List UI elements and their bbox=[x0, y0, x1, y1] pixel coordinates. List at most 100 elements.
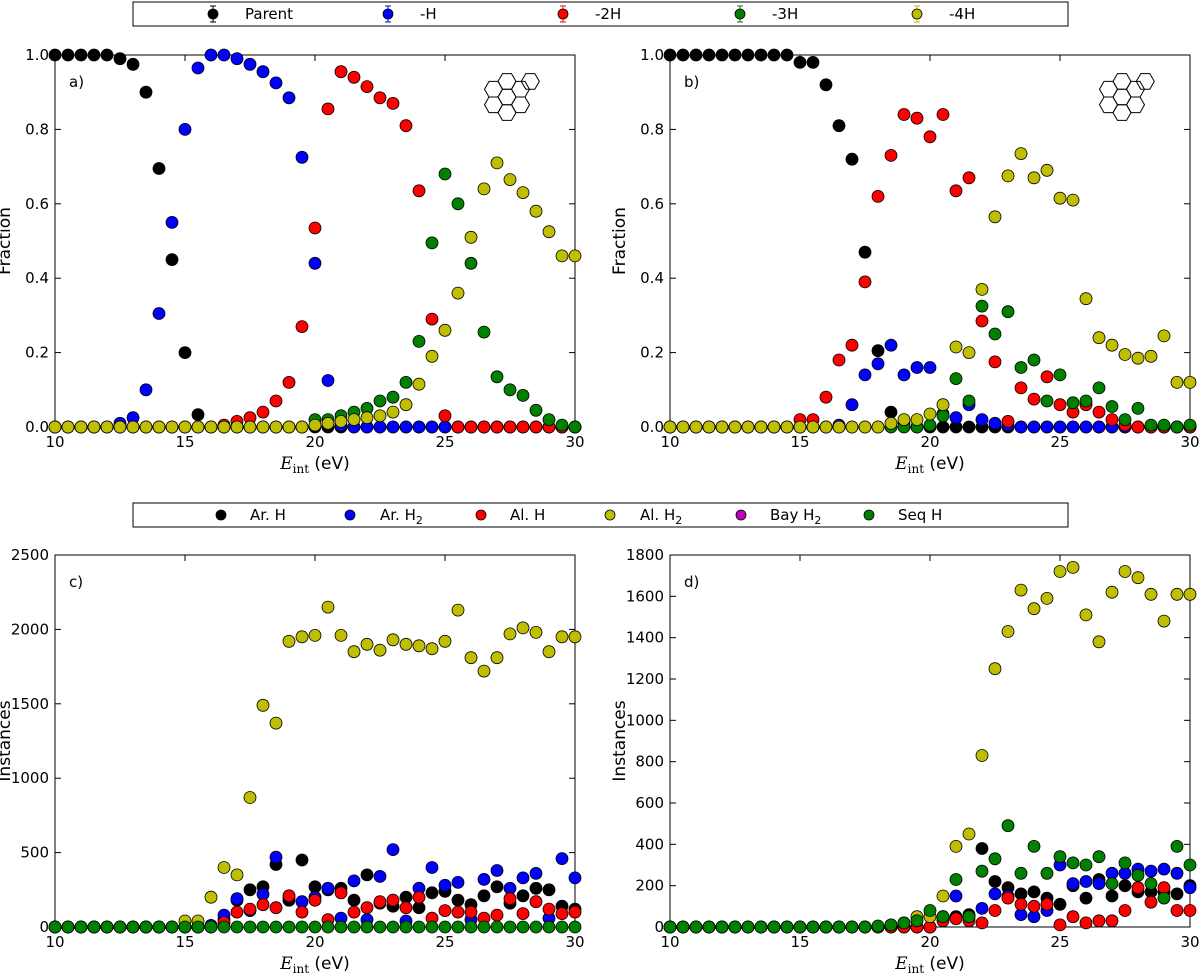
legend-marker bbox=[215, 509, 227, 521]
data-point bbox=[858, 368, 872, 382]
data-point bbox=[1105, 889, 1119, 903]
data-point bbox=[503, 383, 517, 397]
data-point bbox=[962, 171, 976, 185]
data-point bbox=[321, 600, 335, 614]
data-point bbox=[793, 420, 807, 434]
data-point bbox=[767, 920, 781, 934]
data-point bbox=[741, 420, 755, 434]
data-point bbox=[438, 167, 452, 181]
x-axis-label-main: E bbox=[894, 954, 908, 973]
data-point bbox=[1170, 840, 1184, 853]
data-point bbox=[347, 874, 361, 888]
data-point bbox=[529, 867, 543, 880]
legend-label: Al. H2 bbox=[640, 506, 682, 527]
data-point bbox=[360, 411, 374, 425]
data-point bbox=[438, 878, 452, 892]
plot-area bbox=[54, 54, 576, 428]
legend-label-main: Al. H bbox=[640, 506, 675, 524]
data-point bbox=[845, 920, 859, 934]
data-point bbox=[975, 864, 989, 878]
x-axis-label-unit: (eV) bbox=[309, 454, 350, 474]
legend-entry: Parent bbox=[207, 5, 293, 23]
data-point bbox=[871, 919, 885, 933]
data-point bbox=[871, 344, 885, 358]
data-point bbox=[949, 340, 963, 354]
data-point bbox=[1053, 897, 1067, 911]
data-point bbox=[1066, 193, 1080, 207]
data-point bbox=[100, 920, 114, 934]
data-point bbox=[832, 119, 846, 133]
data-point bbox=[282, 375, 296, 389]
data-point bbox=[139, 420, 153, 434]
data-point bbox=[321, 881, 335, 895]
data-point bbox=[819, 420, 833, 434]
legend-label-sub: 2 bbox=[416, 514, 423, 527]
molecule-ring bbox=[1125, 80, 1146, 98]
data-point bbox=[1131, 351, 1145, 365]
y-tick-label: 1800 bbox=[626, 546, 664, 564]
y-tick-label: 0.4 bbox=[640, 269, 664, 287]
data-point bbox=[845, 398, 859, 412]
data-point bbox=[256, 420, 270, 434]
data-point bbox=[321, 102, 335, 116]
data-point bbox=[689, 920, 703, 934]
data-point bbox=[897, 916, 911, 930]
x-axis-label: Eint (eV) bbox=[894, 954, 965, 973]
data-point bbox=[949, 873, 963, 886]
data-point bbox=[347, 905, 361, 919]
x-tick-label: 30 bbox=[1180, 933, 1199, 951]
data-point bbox=[910, 413, 924, 427]
data-point bbox=[282, 634, 296, 648]
data-point bbox=[399, 420, 413, 434]
data-point bbox=[1105, 914, 1119, 928]
data-point bbox=[988, 887, 1002, 901]
x-tick-label: 25 bbox=[1050, 933, 1069, 951]
data-point bbox=[1183, 587, 1197, 601]
x-axis-label-unit: (eV) bbox=[309, 954, 350, 973]
data-point bbox=[1053, 850, 1067, 864]
data-point bbox=[1118, 348, 1132, 361]
data-point bbox=[936, 108, 950, 121]
data-point bbox=[988, 355, 1002, 369]
panel-b: 10 15 20 25 30 0.0 0.2 0.4 0.6 0.8 1.0 Eint (eV) Fra… bbox=[610, 46, 1200, 476]
data-point bbox=[152, 307, 166, 320]
molecule-ring bbox=[510, 80, 531, 98]
data-point bbox=[334, 65, 348, 79]
data-point bbox=[61, 48, 75, 62]
data-point bbox=[230, 868, 244, 882]
panel-label: d) bbox=[684, 573, 699, 591]
data-point bbox=[715, 48, 729, 62]
data-point bbox=[1001, 625, 1015, 638]
data-point bbox=[425, 920, 439, 934]
data-point bbox=[793, 56, 807, 69]
data-point bbox=[113, 920, 127, 934]
data-point bbox=[269, 76, 283, 90]
data-point bbox=[256, 698, 270, 712]
data-point bbox=[1014, 147, 1028, 161]
data-point bbox=[1027, 392, 1041, 406]
data-point bbox=[689, 420, 703, 434]
data-point bbox=[412, 334, 426, 348]
data-point bbox=[308, 418, 322, 432]
data-point bbox=[1183, 375, 1197, 389]
data-point bbox=[754, 48, 768, 62]
data-point bbox=[1066, 561, 1080, 574]
x-axis-label: Eint (eV) bbox=[894, 454, 965, 476]
data-point bbox=[490, 420, 504, 434]
data-point bbox=[425, 642, 439, 656]
data-point bbox=[438, 920, 452, 934]
data-point bbox=[728, 48, 742, 62]
data-point bbox=[975, 413, 989, 427]
data-point bbox=[1105, 338, 1119, 352]
data-point bbox=[308, 221, 322, 235]
y-tick-label: 0.0 bbox=[640, 418, 664, 436]
data-point bbox=[832, 420, 846, 434]
data-point bbox=[897, 108, 911, 121]
data-point bbox=[243, 920, 257, 934]
panel-label: c) bbox=[69, 573, 83, 591]
legend-marker bbox=[604, 509, 616, 521]
data-point bbox=[1053, 918, 1067, 932]
data-point bbox=[204, 890, 218, 904]
data-point bbox=[516, 889, 530, 903]
x-tick-label: 30 bbox=[565, 933, 584, 951]
